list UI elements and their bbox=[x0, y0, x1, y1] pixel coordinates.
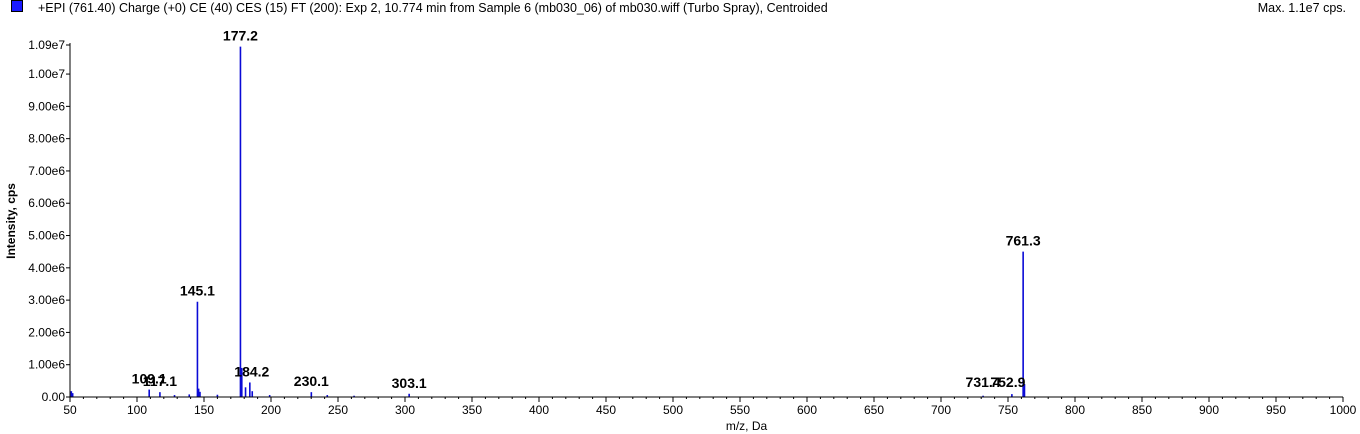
x-tick-label: 200 bbox=[261, 403, 281, 417]
y-tick-label: 3.00e6 bbox=[28, 293, 65, 307]
spectrum-header: +EPI (761.40) Charge (+0) CE (40) CES (1… bbox=[0, 0, 1360, 18]
axes: 0.00 1.00e6 2.00e6 3.00e6 4.00e6 5.00e6 6.00e6… bbox=[4, 38, 1357, 433]
x-tick-label: 700 bbox=[931, 403, 951, 417]
y-tick-label: 2.00e6 bbox=[28, 325, 65, 339]
y-axis-title: Intensity, cps bbox=[4, 183, 18, 259]
x-tick-label: 950 bbox=[1266, 403, 1286, 417]
peak-label: 761.3 bbox=[1006, 233, 1041, 249]
peak-label: 145.1 bbox=[180, 283, 215, 299]
x-tick-label: 50 bbox=[63, 403, 77, 417]
y-tick-label: 0.00 bbox=[42, 390, 66, 404]
x-tick-label: 1000 bbox=[1330, 403, 1357, 417]
spectrum-title: +EPI (761.40) Charge (+0) CE (40) CES (1… bbox=[38, 1, 828, 15]
y-tick-label: 9.00e6 bbox=[28, 99, 65, 113]
x-tick-label: 750 bbox=[998, 403, 1018, 417]
peak-label: 303.1 bbox=[392, 375, 427, 391]
x-tick-label: 600 bbox=[797, 403, 817, 417]
x-tick-label: 550 bbox=[730, 403, 750, 417]
series-legend-swatch[interactable] bbox=[11, 0, 23, 12]
x-tick-label: 400 bbox=[529, 403, 549, 417]
x-tick-label: 500 bbox=[663, 403, 683, 417]
y-tick-label: 7.00e6 bbox=[28, 164, 65, 178]
y-tick-label: 1.00e6 bbox=[28, 358, 65, 372]
y-tick-label: 5.00e6 bbox=[28, 229, 65, 243]
y-tick-label: 4.00e6 bbox=[28, 261, 65, 275]
y-tick-label: 1.09e7 bbox=[28, 38, 65, 52]
peak-label: 230.1 bbox=[294, 373, 329, 389]
x-tick-label: 650 bbox=[864, 403, 884, 417]
x-tick-label: 450 bbox=[596, 403, 616, 417]
x-tick-label: 800 bbox=[1065, 403, 1085, 417]
x-axis-title: m/z, Da bbox=[726, 419, 768, 433]
x-tick-label: 850 bbox=[1132, 403, 1152, 417]
x-tick-label: 900 bbox=[1199, 403, 1219, 417]
peak-label: 177.2 bbox=[223, 28, 258, 44]
x-tick-label: 350 bbox=[462, 403, 482, 417]
peak-label: 109.1 bbox=[132, 371, 167, 387]
y-tick-label: 8.00e6 bbox=[28, 132, 65, 146]
x-tick-label: 300 bbox=[395, 403, 415, 417]
y-tick-label: 6.00e6 bbox=[28, 196, 65, 210]
max-intensity-label: Max. 1.1e7 cps. bbox=[1257, 1, 1346, 15]
x-tick-label: 250 bbox=[328, 403, 348, 417]
x-tick-label: 100 bbox=[127, 403, 147, 417]
peak-label: 117.1 bbox=[143, 373, 177, 389]
y-tick-label: 1.00e7 bbox=[28, 67, 65, 81]
x-tick-label: 150 bbox=[194, 403, 214, 417]
peak-label: 731.4 bbox=[966, 374, 1001, 390]
peak-label: 184.2 bbox=[234, 363, 269, 379]
peak-label: 752.9 bbox=[990, 374, 1025, 390]
